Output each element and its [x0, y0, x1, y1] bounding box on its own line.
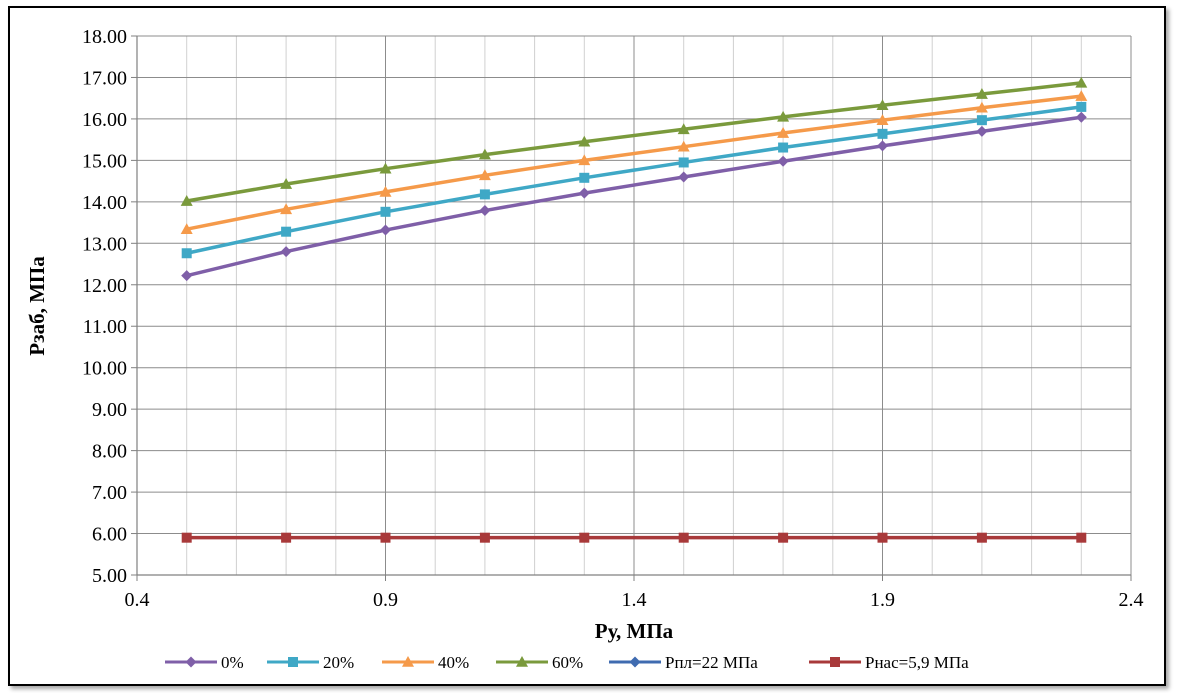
x-tick-label: 1.4: [622, 589, 647, 611]
y-tick-label: 11.00: [83, 316, 127, 338]
data-point: [877, 140, 888, 152]
legend-label: Рпл=22 МПа: [665, 653, 758, 672]
data-point: [379, 185, 392, 197]
y-tick-label: 9.00: [92, 399, 127, 421]
legend-label: 20%: [323, 653, 354, 672]
data-point: [180, 195, 193, 206]
data-point: [579, 172, 590, 183]
y-tick-label: 5.00: [92, 565, 127, 587]
data-point: [876, 99, 889, 111]
data-point: [975, 88, 988, 99]
y-tick-label: 17.00: [82, 67, 127, 89]
data-point: [876, 114, 889, 125]
data-point: [777, 127, 790, 138]
data-point: [379, 162, 392, 174]
x-tick-label: 0.9: [373, 589, 398, 611]
legend-swatch-marker: [288, 657, 298, 667]
data-point: [280, 246, 292, 258]
data-point: [778, 532, 789, 543]
data-point: [181, 532, 192, 543]
data-point: [578, 187, 590, 199]
data-point: [678, 532, 689, 543]
axes: [131, 35, 1132, 581]
data-point: [677, 123, 690, 135]
data-point: [478, 169, 491, 181]
line-chart: 5.00 6.00 7.00 8.00 9.00 10.00 11.00 12.00 13.00…: [25, 26, 1144, 672]
data-point: [975, 101, 988, 113]
data-point: [1075, 111, 1087, 123]
data-point: [877, 128, 888, 139]
data-point: [1075, 76, 1088, 88]
y-tick-label: 6.00: [92, 524, 127, 546]
series-line: [186, 81, 1082, 203]
data-point: [777, 155, 789, 167]
data-point: [479, 189, 490, 200]
data-point: [181, 248, 192, 259]
legend: 0% 20% 40% 60% Рпл=22 МПа Рнас=5,9 МПа: [165, 653, 969, 672]
data-point: [1076, 532, 1087, 543]
series-line: [186, 115, 1082, 278]
x-axis-title: Ру, МПа: [595, 619, 674, 643]
data-point: [778, 142, 789, 153]
y-tick-label: 8.00: [92, 441, 127, 463]
y-axis-title: Рзаб, МПа: [25, 256, 49, 356]
data-point: [677, 140, 690, 152]
series-layer: [186, 81, 1082, 540]
data-point: [479, 532, 490, 543]
data-point: [280, 203, 293, 215]
legend-swatch-marker: [402, 656, 414, 667]
data-point: [877, 532, 888, 543]
data-point: [1076, 101, 1087, 112]
y-tick-labels: 5.00 6.00 7.00 8.00 9.00 10.00 11.00 12.00 13.00…: [82, 26, 127, 587]
data-point: [976, 125, 988, 137]
x-tick-label: 1.9: [870, 589, 895, 611]
y-tick-label: 15.00: [82, 150, 127, 172]
data-point: [1075, 90, 1088, 101]
data-point: [280, 178, 293, 189]
data-point: [479, 205, 491, 217]
data-point: [976, 115, 987, 126]
data-point: [281, 226, 292, 237]
legend-label: 0%: [221, 653, 244, 672]
data-point: [579, 532, 590, 543]
chart-frame: 5.00 6.00 7.00 8.00 9.00 10.00 11.00 12.00 13.00…: [8, 6, 1166, 686]
legend-swatch-marker: [830, 657, 840, 667]
data-point: [777, 110, 790, 122]
data-point: [180, 223, 193, 235]
data-point: [678, 157, 689, 168]
series-line: [186, 105, 1082, 255]
y-tick-label: 7.00: [92, 482, 127, 504]
data-point: [678, 171, 690, 183]
legend-swatch-marker: [185, 656, 197, 668]
y-tick-label: 18.00: [82, 26, 127, 48]
legend-label: Рнас=5,9 МПа: [865, 653, 969, 672]
x-tick-label: 0.4: [125, 589, 150, 611]
data-point: [380, 224, 391, 236]
data-point: [976, 532, 987, 543]
data-point: [578, 154, 591, 166]
data-point: [380, 206, 391, 217]
data-point: [578, 135, 591, 147]
series-line: [186, 94, 1082, 231]
data-point: [181, 270, 193, 282]
y-tick-label: 10.00: [82, 358, 127, 380]
data-point: [380, 532, 391, 543]
y-tick-label: 14.00: [82, 192, 127, 214]
x-tick-labels: 0.4 0.9 1.4 1.9 2.4: [125, 589, 1144, 611]
y-tick-label: 16.00: [82, 109, 127, 131]
y-tick-label: 13.00: [82, 233, 127, 255]
data-point: [281, 532, 292, 543]
legend-swatch-marker: [516, 656, 528, 667]
y-tick-label: 12.00: [82, 275, 127, 297]
x-tick-label: 2.4: [1119, 589, 1144, 611]
legend-label: 60%: [552, 653, 583, 672]
legend-swatch-marker: [629, 656, 641, 668]
data-point: [478, 148, 491, 160]
marker-layer: [180, 76, 1088, 543]
legend-label: 40%: [438, 653, 469, 672]
